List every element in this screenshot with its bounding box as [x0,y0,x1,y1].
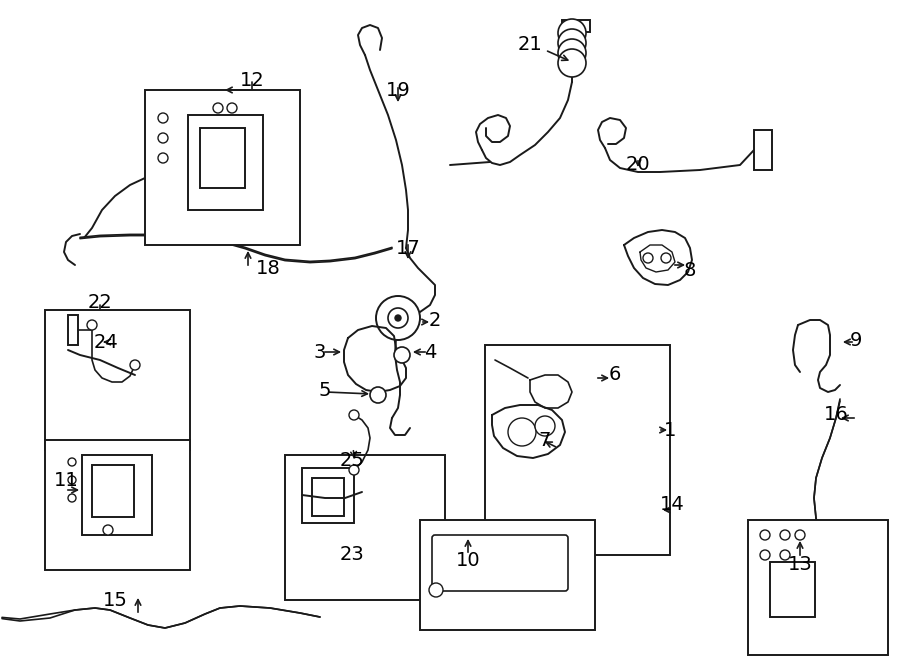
Circle shape [558,39,586,67]
Text: 10: 10 [455,551,481,570]
Text: 12: 12 [239,71,265,89]
Bar [92,465,134,517]
Circle shape [558,49,586,77]
Circle shape [394,347,410,363]
Text: 2: 2 [428,311,441,329]
Circle shape [376,296,420,340]
Circle shape [395,315,401,321]
Text: 22: 22 [87,293,112,311]
Circle shape [158,153,168,163]
Bar [45,440,190,570]
Text: 23: 23 [339,545,365,564]
Circle shape [508,418,536,446]
Text: 14: 14 [660,496,684,514]
Text: 21: 21 [518,36,543,54]
Text: 1: 1 [664,420,676,440]
Bar [285,455,445,600]
Bar [770,562,815,617]
Bar [562,20,590,32]
Text: 15: 15 [103,590,128,609]
Bar [200,128,245,188]
Bar [68,315,78,345]
Bar [312,478,344,516]
Text: 7: 7 [539,430,551,449]
Text: 5: 5 [319,381,331,399]
Circle shape [780,530,790,540]
Bar [302,468,354,523]
Circle shape [780,550,790,560]
Circle shape [130,360,140,370]
Circle shape [349,465,359,475]
Circle shape [795,530,805,540]
Circle shape [558,29,586,57]
Circle shape [661,253,671,263]
Circle shape [535,416,555,436]
Circle shape [158,133,168,143]
Text: 24: 24 [94,332,119,352]
Text: 3: 3 [314,342,326,362]
FancyBboxPatch shape [432,535,568,591]
Bar [82,455,152,535]
Bar [748,520,888,655]
Text: 4: 4 [424,342,436,362]
Text: 11: 11 [54,471,78,490]
Bar [188,115,263,210]
Circle shape [760,530,770,540]
Bar [145,90,300,245]
Text: 13: 13 [788,555,813,574]
Circle shape [349,410,359,420]
Text: 9: 9 [850,330,862,350]
Circle shape [213,103,223,113]
Circle shape [558,19,586,47]
Circle shape [643,253,653,263]
Text: 6: 6 [608,366,621,385]
Circle shape [103,525,113,535]
Circle shape [227,103,237,113]
Text: 17: 17 [396,239,420,258]
Circle shape [429,583,443,597]
Circle shape [370,387,386,403]
Text: 18: 18 [256,258,281,278]
Text: 19: 19 [385,81,410,100]
Circle shape [68,494,76,502]
Circle shape [68,458,76,466]
Bar [754,130,772,170]
Circle shape [760,550,770,560]
Text: 25: 25 [339,451,365,469]
Circle shape [388,308,408,328]
Circle shape [87,320,97,330]
Circle shape [158,113,168,123]
Text: 8: 8 [684,260,697,280]
Text: 16: 16 [824,405,849,424]
Bar [45,310,190,450]
Bar [420,520,595,630]
Text: 20: 20 [626,155,651,175]
Bar [485,345,670,555]
Circle shape [68,476,76,484]
